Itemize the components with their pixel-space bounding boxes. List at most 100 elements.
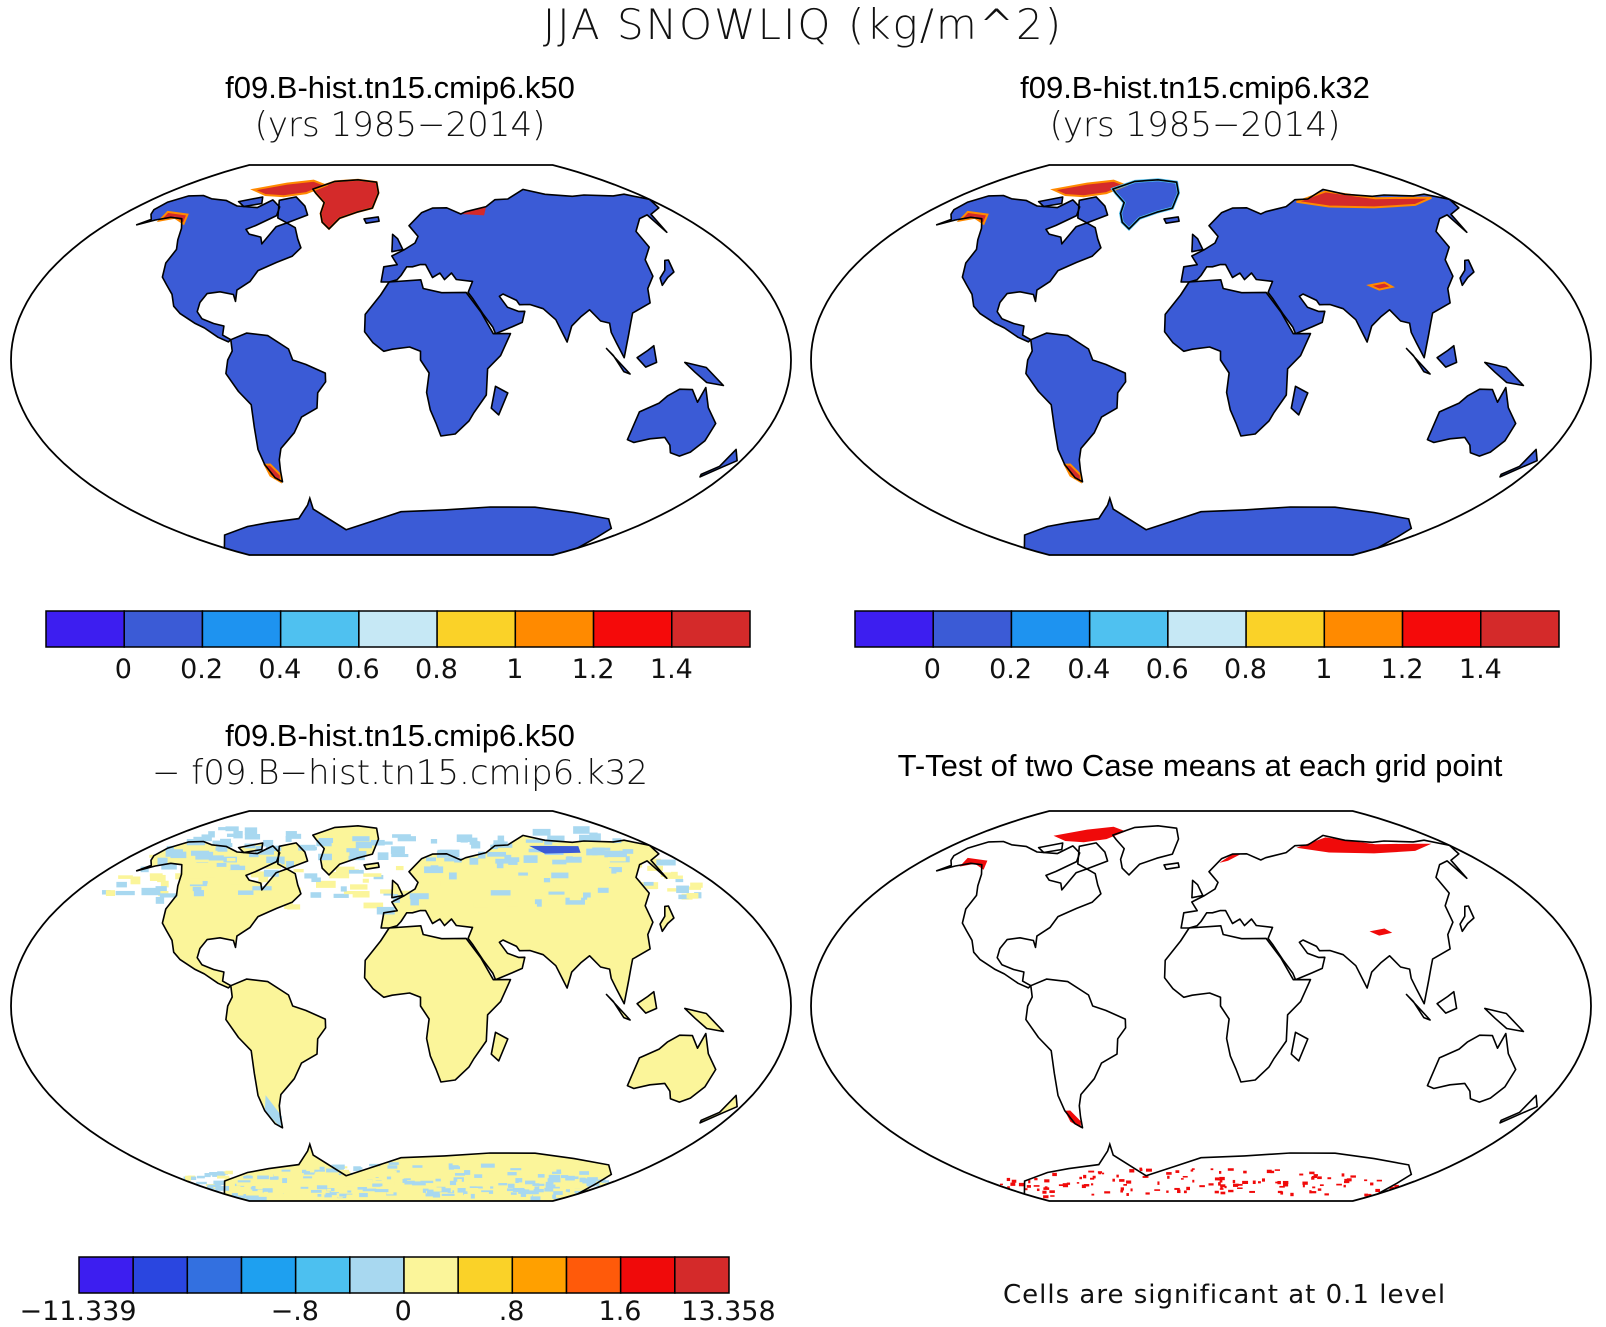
- coastline-eurasia: [380, 188, 668, 359]
- diff-cell: [603, 847, 611, 851]
- significant-cell: [1220, 1191, 1226, 1195]
- diff-cell-antarctic: [413, 1173, 426, 1178]
- coastline-antarctica: [223, 495, 613, 549]
- significant-cell: [1081, 1184, 1086, 1189]
- coastline-antarctica: [223, 1141, 613, 1195]
- diff-cell-antarctic: [247, 1196, 253, 1200]
- diff-cell-antarctic: [228, 1186, 241, 1191]
- significant-cell: [1066, 1182, 1071, 1185]
- diff-cell-antarctic: [394, 1170, 400, 1173]
- significant-cell: [1043, 1187, 1050, 1190]
- diff-cell: [310, 892, 322, 898]
- significant-cell: [1364, 1193, 1369, 1197]
- map-background: [811, 811, 1591, 1201]
- diff-cell: [512, 879, 532, 887]
- diff-cell: [161, 863, 177, 870]
- colorbar-tick-label: 1.4: [1458, 654, 1502, 685]
- diff-cell: [391, 853, 409, 858]
- coastline-sumatra: [1405, 993, 1431, 1021]
- coastline-north-america: [935, 840, 1102, 989]
- land-africa: [364, 925, 511, 1082]
- diff-cell: [409, 893, 429, 900]
- significant-cell: [1370, 1182, 1374, 1186]
- diff-cell-antarctic: [262, 1188, 273, 1193]
- land-baffin: [1077, 196, 1108, 223]
- diff-cell: [149, 873, 163, 877]
- diff-cell: [616, 872, 626, 877]
- coastline-africa: [363, 279, 512, 437]
- diff-cell-antarctic: [420, 1180, 434, 1184]
- diff-cell-antarctic: [553, 1191, 563, 1195]
- land-south-america: [1025, 979, 1126, 1128]
- diff-cell: [482, 900, 495, 906]
- diff-cell-antarctic: [545, 1181, 553, 1187]
- significant-cell: [1311, 1175, 1318, 1179]
- significant-cell: [1227, 1168, 1234, 1171]
- diff-cell-antarctic: [385, 1170, 397, 1173]
- significant-cell: [1083, 1174, 1087, 1179]
- diff-cell: [266, 856, 285, 865]
- coastline-new-guinea: [1484, 1007, 1525, 1033]
- diff-cell-antarctic: [579, 1177, 586, 1183]
- diff-cell: [471, 841, 481, 849]
- diff-cell: [348, 869, 364, 874]
- coastline-africa: [1163, 279, 1312, 437]
- diff-cell-antarctic: [544, 1170, 555, 1175]
- diff-cell: [204, 898, 223, 902]
- diff-cell-antarctic: [378, 1175, 387, 1180]
- diff-cell: [155, 896, 165, 904]
- diff-cell-antarctic: [259, 1172, 269, 1176]
- diff-cell: [376, 906, 395, 915]
- coastline-south-america: [1025, 978, 1127, 1129]
- diff-cell-antarctic: [435, 1178, 441, 1182]
- diff-cell-antarctic: [196, 1181, 207, 1185]
- diff-cell: [506, 906, 519, 912]
- diff-cell: [349, 850, 367, 857]
- diff-cell-antarctic: [518, 1182, 533, 1187]
- diff-cell: [315, 880, 336, 888]
- diff-cell-antarctic: [237, 1180, 251, 1183]
- colorbar-swatch: [511, 1256, 568, 1294]
- diff-cell: [518, 872, 528, 876]
- colorbar-swatch: [1401, 610, 1482, 648]
- diff-cell: [155, 886, 167, 894]
- diff-cell: [254, 849, 274, 855]
- land-new-guinea: [1484, 1008, 1524, 1032]
- land-australia: [627, 1033, 716, 1103]
- coastline-madagascar: [490, 1031, 509, 1062]
- diff-cell-antarctic: [486, 1173, 501, 1179]
- significant-cell: [1210, 1168, 1214, 1171]
- diff-cell-antarctic: [204, 1173, 211, 1178]
- significant-cell: [1011, 1179, 1017, 1183]
- diff-cell-antarctic: [480, 1163, 495, 1168]
- coastline-eurasia: [1180, 834, 1468, 1005]
- diff-cell: [624, 862, 643, 868]
- diff-cell-antarctic: [448, 1163, 453, 1168]
- diff-cell-antarctic: [527, 1176, 536, 1180]
- diff-cell: [534, 899, 542, 907]
- diff-cell: [496, 861, 504, 869]
- significant-cell: [1280, 1191, 1284, 1195]
- diff-cell: [350, 884, 368, 890]
- diff-cell-antarctic: [433, 1187, 442, 1192]
- diff-cell: [405, 902, 424, 909]
- diff-cell-antarctic: [372, 1184, 381, 1187]
- diff-cell-antarctic: [359, 1185, 367, 1188]
- diff-cell: [547, 835, 565, 843]
- significant-cell: [1049, 1190, 1055, 1193]
- significant-cell: [1024, 1188, 1028, 1191]
- diff-cell: [419, 889, 433, 893]
- colorbar-tick-label: 1.4: [649, 654, 693, 685]
- significant-cell: [1052, 1172, 1057, 1177]
- diff-cell: [430, 839, 438, 844]
- significant-cell: [1139, 1168, 1143, 1172]
- diff-cell-antarctic: [553, 1188, 566, 1194]
- diff-cell: [226, 833, 235, 837]
- diff-cell-antarctic: [212, 1172, 225, 1177]
- colorbar-swatch: [358, 610, 438, 648]
- diff-cell-antarctic: [339, 1193, 353, 1197]
- colorbar-tick-label: .8: [498, 1296, 525, 1327]
- diff-cell-antarctic: [217, 1175, 230, 1179]
- diff-cell: [583, 892, 591, 900]
- diff-cell: [268, 897, 277, 902]
